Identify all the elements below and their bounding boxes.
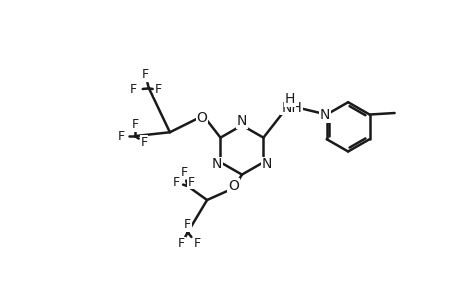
Text: F: F: [140, 136, 147, 149]
Text: F: F: [180, 166, 187, 179]
Text: F: F: [184, 218, 191, 231]
Text: F: F: [154, 83, 162, 96]
Text: F: F: [117, 130, 124, 142]
Text: F: F: [193, 237, 200, 250]
Text: N: N: [236, 115, 246, 128]
Text: N: N: [261, 157, 271, 171]
Text: N: N: [319, 108, 330, 122]
Text: F: F: [129, 83, 137, 96]
Text: F: F: [141, 68, 148, 81]
Text: F: F: [131, 118, 138, 131]
Text: O: O: [196, 111, 207, 125]
Text: N: N: [212, 157, 222, 171]
Text: F: F: [172, 176, 179, 189]
Text: F: F: [178, 237, 185, 250]
Text: NH: NH: [280, 100, 301, 115]
Text: F: F: [188, 176, 195, 189]
Text: H: H: [284, 92, 295, 106]
Text: O: O: [228, 179, 238, 193]
